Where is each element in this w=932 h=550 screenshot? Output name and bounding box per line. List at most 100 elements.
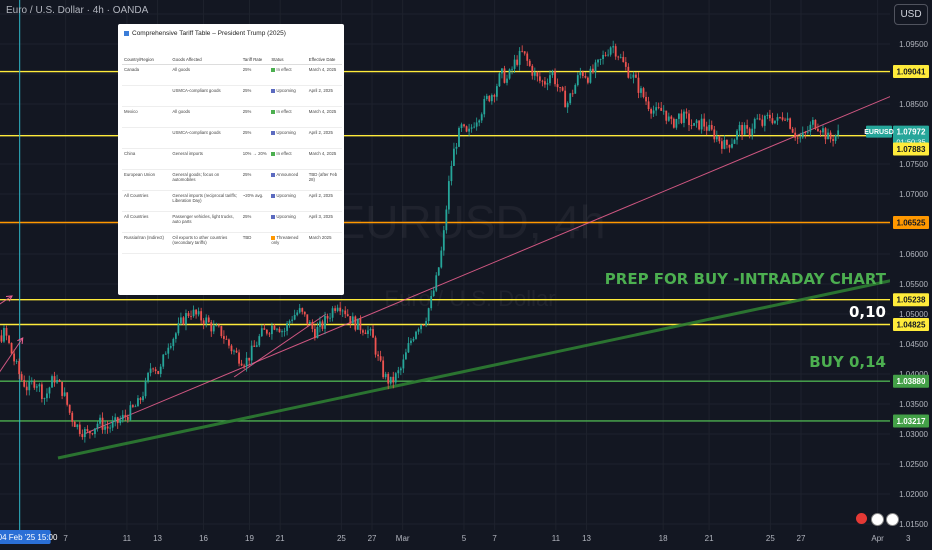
tariff-header-row: Country/Region Goods Affected Tariff Rat…: [122, 46, 342, 65]
x-tick-2: 11: [123, 534, 132, 543]
candle-body-210: [495, 86, 498, 97]
candle-body-322: [779, 117, 781, 118]
candle-body-61: [119, 419, 122, 424]
cell-status: In effect: [269, 106, 307, 128]
candle-body-226: [536, 72, 539, 77]
candle-body-342: [829, 132, 832, 140]
cell-rate: ~20% avg.: [240, 190, 270, 212]
candle-body-99: [215, 325, 218, 327]
status-text: In effect: [276, 67, 292, 72]
tariff-row: All Countries General imports (reciprocal…: [122, 190, 342, 212]
candle-body-228: [541, 80, 544, 82]
currency-button[interactable]: USD: [894, 4, 928, 25]
tariff-table: Country/Region Goods Affected Tariff Rat…: [122, 46, 342, 254]
watermark-name: Euro / U.S. Dollar: [384, 286, 555, 311]
tariff-row: USMCA-compliant goods 25% Upcoming April 2,…: [122, 85, 342, 107]
candle-body-181: [422, 324, 425, 326]
candle-body-71: [144, 381, 147, 397]
candle-body-147: [336, 307, 339, 311]
candle-body-108: [238, 352, 240, 364]
candle-body-68: [137, 398, 139, 407]
cell-goods: General imports (reciprocal tariffs; Lib…: [170, 190, 241, 212]
candle-body-135: [306, 314, 309, 324]
candle-body-214: [506, 78, 508, 83]
candle-body-178: [415, 331, 417, 339]
candle-body-203: [478, 120, 481, 123]
candle-body-239: [569, 93, 572, 104]
candle-body-300: [723, 140, 726, 149]
candle-body-98: [212, 325, 215, 332]
candle-body-109: [240, 363, 243, 366]
level-tag-bg-3: [893, 293, 929, 307]
candle-body-104: [228, 339, 230, 346]
candle-body-257: [614, 46, 617, 57]
symbol-tag-bg: [866, 125, 892, 138]
tariff-row: China General imports 10% → 20% In effect Ma…: [122, 148, 342, 170]
y-tick-1: 1.09500: [899, 40, 928, 49]
x-tick-11: 7: [492, 534, 497, 543]
candle-body-153: [351, 316, 354, 324]
cell-date: April 2, 2025: [306, 190, 342, 212]
candle-body-60: [116, 417, 119, 424]
candle-body-103: [225, 338, 228, 340]
level-tag-2: 1.06525: [897, 219, 926, 228]
price-tag-1: 1.07883: [897, 145, 926, 154]
candle-body-314: [758, 118, 761, 120]
candle-body-129: [291, 319, 294, 321]
crosshair-time-label-bg: [0, 530, 51, 544]
y-tick-8: 1.06000: [899, 250, 928, 259]
candle-body-41: [68, 404, 71, 413]
tariff-row: Russia/Iran (Indirect) Oil exports to oth…: [122, 232, 342, 254]
candle-body-338: [819, 131, 822, 133]
candle-body-15: [3, 328, 5, 342]
cell-goods: USMCA-compliant goods: [170, 85, 241, 107]
candle-body-42: [71, 412, 74, 422]
candle-body-166: [384, 373, 387, 378]
trendlines[interactable]: [0, 87, 932, 460]
cell-rate: 25%: [240, 211, 270, 233]
candle-body-46: [81, 434, 84, 438]
trendline-1: [83, 88, 909, 435]
candle-body-319: [771, 118, 774, 124]
x-tick-8: 27: [368, 534, 377, 543]
candle-body-72: [147, 372, 149, 382]
us-flag-icon-2[interactable]: [886, 513, 899, 526]
tariff-row: All Countries Passenger vehicles, light t…: [122, 211, 342, 233]
annotations[interactable]: PREP FOR BUY -INTRADAY CHART 0,10 BUY 0,14: [605, 270, 887, 371]
us-flag-icon[interactable]: [871, 513, 884, 526]
candle-body-327: [791, 128, 794, 133]
y-tick-5: 1.07500: [899, 160, 928, 169]
time-axis[interactable]: Tue 04 Feb '25 15:00 7 11 13 16 19 21 25 27 Mar 5 7…: [0, 530, 911, 550]
flash-icon[interactable]: [856, 513, 867, 524]
candle-body-127: [286, 323, 288, 331]
candle-body-313: [756, 118, 759, 120]
candle-body-120: [268, 333, 271, 335]
level-tag-6: 1.03217: [897, 417, 926, 426]
candle-body-107: [235, 350, 238, 353]
candle-body-276: [662, 110, 665, 112]
candle-body-296: [713, 129, 716, 140]
y-tick-9: 1.05500: [899, 280, 928, 289]
candle-body-219: [518, 50, 521, 65]
candle-body-334: [809, 124, 812, 132]
candle-body-82: [172, 338, 175, 347]
candle-body-96: [207, 317, 210, 323]
candle-body-97: [210, 322, 213, 332]
candle-body-45: [78, 424, 81, 435]
price-axis[interactable]: 1.100001.095001.090001.085001.080001.075…: [890, 0, 932, 530]
cell-country: Russia/Iran (Indirect): [122, 232, 171, 254]
candle-body-169: [392, 376, 395, 383]
candle-body-133: [301, 308, 304, 312]
candle-body-186: [435, 275, 438, 291]
candle-body-299: [720, 141, 723, 149]
candle-body-211: [498, 73, 501, 87]
candle-body-298: [718, 136, 721, 142]
candle-body-143: [326, 315, 329, 319]
status-icon: [271, 67, 276, 72]
candle-body-253: [604, 54, 607, 56]
x-tick-13: 13: [582, 534, 591, 543]
candle-body-222: [526, 53, 529, 61]
candles: [0, 40, 840, 443]
status-icon: [271, 235, 276, 240]
